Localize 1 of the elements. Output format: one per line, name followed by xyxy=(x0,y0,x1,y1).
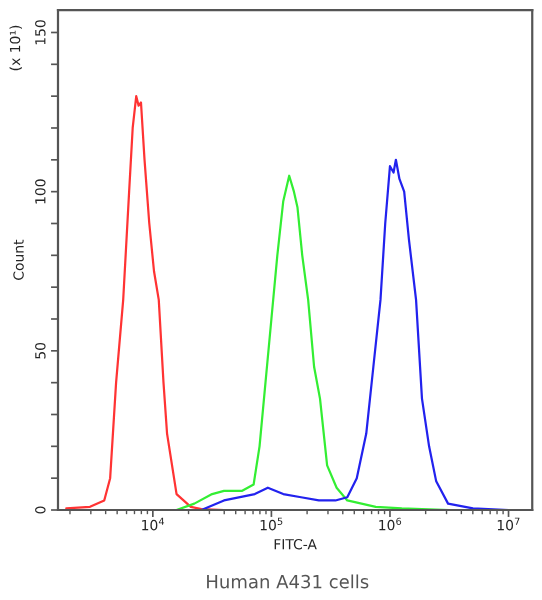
text: Human A431 cells xyxy=(207,574,369,589)
